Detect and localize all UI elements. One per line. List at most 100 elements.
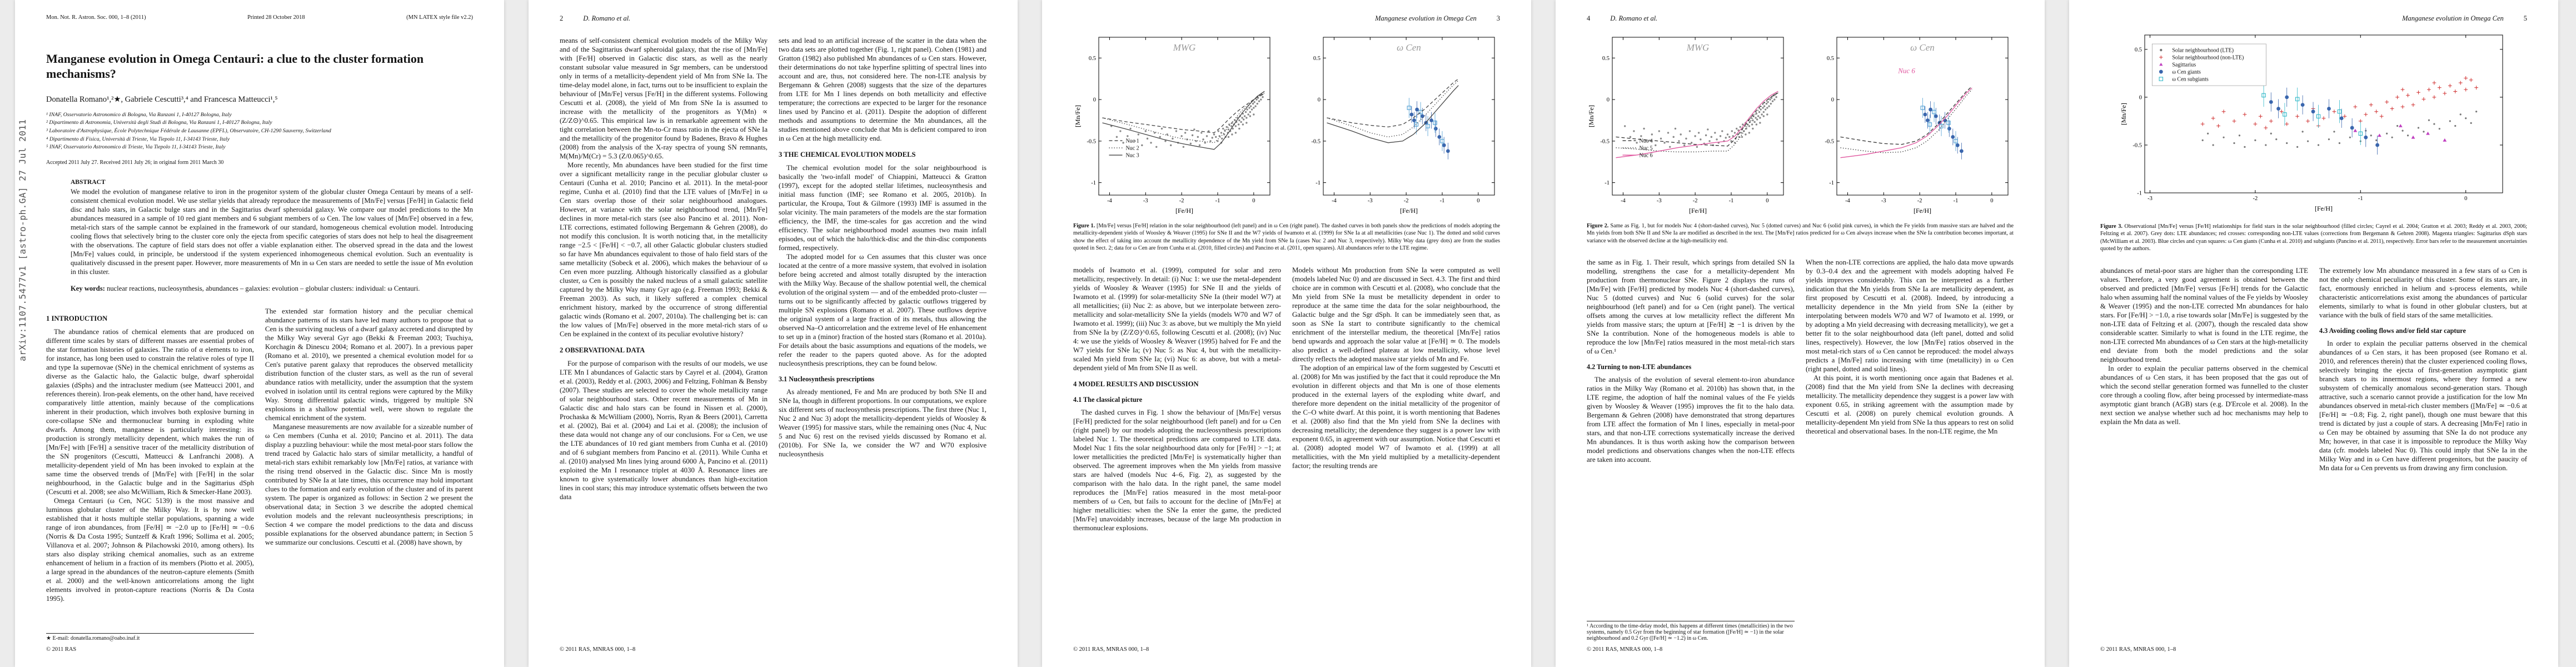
data-point: [2395, 95, 2399, 99]
data-point: [2221, 109, 2226, 114]
email-footnote[interactable]: ★ E-mail: donatella.romano@oabo.inaf.it: [46, 633, 254, 641]
data-point: [1253, 101, 1255, 103]
journal-header: Mon. Not. R. Astron. Soc. 000, 1–8 (2011…: [46, 14, 473, 21]
data-point: [1222, 127, 1224, 130]
data-point: [2386, 132, 2388, 135]
data-point: [2400, 104, 2405, 109]
data-point: [1954, 139, 1958, 143]
data-point: [2349, 136, 2351, 138]
data-point: [2159, 62, 2163, 66]
data-point: [1412, 118, 1416, 122]
data-point: [1683, 144, 1686, 147]
figure-1-panel-omega-cen: -4 -3 -2 -1 0 -1 -0.5 0 0.5 [Fe/H] ω Cen: [1311, 37, 1495, 215]
x-tick-label: -3: [1881, 198, 1886, 204]
page-3: Manganese evolution in Omega Cen 3 -4 -3-…: [1042, 0, 1531, 667]
data-point: [2338, 142, 2341, 145]
data-point: [1202, 138, 1204, 141]
data-point: [1658, 130, 1660, 132]
data-point: [1169, 144, 1172, 147]
panel-label: MWG: [1686, 42, 1710, 53]
y-tick-label: 0.5: [1313, 56, 1321, 62]
data-point: [2423, 131, 2425, 133]
model-curve: [1327, 78, 1459, 128]
data-point: [1716, 138, 1718, 141]
data-point: [2339, 116, 2344, 121]
data-point: [2244, 146, 2246, 148]
data-point: [1223, 133, 1225, 136]
y-tick-label: 0.5: [1602, 56, 1610, 62]
data-point: [2464, 76, 2468, 80]
data-point: [2212, 144, 2214, 146]
data-point: [2428, 119, 2430, 121]
data-point: [2337, 109, 2342, 114]
affiliations: ¹ INAF, Osservatorio Astronomico di Bolo…: [46, 111, 473, 152]
data-point: [1707, 128, 1709, 131]
email-footnote-text[interactable]: ★ E-mail: donatella.romano@oabo.inaf.it: [46, 635, 140, 641]
data-point: [2216, 124, 2220, 128]
data-point: [2295, 114, 2300, 118]
running-head: Manganese evolution in Omega Cen 5: [2100, 14, 2527, 23]
data-point: [1688, 130, 1691, 132]
data-point: [1129, 127, 1132, 130]
figure-1-panel-mwg: -4 -3 -2 -1 0 -1 -0.5 0 0.5 [Fe/H] [Mn/Fe] MWG Nuc 1…: [1074, 37, 1270, 215]
data-point: [2421, 97, 2426, 101]
data-point: [1230, 125, 1233, 127]
affiliation-line: ² Dipartimento di Astronomia, Università…: [46, 120, 272, 126]
page-footer: © 2011 RAS, MNRAS 000, 1–8: [2100, 646, 2176, 653]
figure-1-caption-label: Figure 1.: [1073, 223, 1095, 229]
data-point: [1440, 139, 1444, 143]
data-point: [1725, 137, 1727, 139]
data-point: [1437, 135, 1442, 139]
x-tick-label: -2: [1404, 198, 1409, 204]
data-point: [1763, 105, 1766, 107]
page-1: arXiv:1107.5477v1 [astro-ph.GA] 27 Jul 2…: [15, 0, 504, 667]
data-point: [1927, 122, 1932, 127]
data-point: [1260, 98, 1262, 101]
data-point: [2258, 114, 2263, 118]
data-point: [1225, 126, 1228, 128]
data-point: [1755, 123, 1758, 126]
figure-3-caption-label: Figure 3.: [2100, 223, 2122, 230]
legend-label: Solar neighbourhood (LTE): [2172, 48, 2234, 54]
data-point: [2270, 132, 2272, 135]
data-point: [1205, 135, 1208, 137]
data-point: [1245, 117, 1248, 119]
text-column-left: the same as in Fig. 1. Their result, whi…: [1587, 258, 1795, 464]
figure-1-caption: Figure 1. [Mn/Fe] versus [Fe/H] relation…: [1073, 222, 1500, 252]
data-point: [2406, 135, 2409, 137]
data-point: [1752, 119, 1754, 122]
model-curve: [1840, 87, 1972, 158]
data-point: [1231, 122, 1233, 124]
affiliation-line: ³ Laboratoire d'Astrophysique, École Pol…: [46, 128, 331, 135]
legend-label: Nuc 2: [1125, 146, 1139, 152]
figure-3-caption: Figure 3. Observational [Mn/Fe] versus […: [2100, 223, 2527, 253]
data-point: [2296, 146, 2299, 148]
data-point: [1751, 123, 1753, 126]
data-point: [1409, 112, 1414, 117]
data-point: [2370, 135, 2372, 137]
data-point: [2350, 126, 2354, 130]
data-point: [1721, 130, 1723, 132]
data-point: [2343, 114, 2347, 118]
data-point: [1252, 102, 1254, 105]
data-point: [1710, 136, 1713, 138]
model-curve: [1102, 92, 1265, 143]
data-point: [1743, 125, 1746, 127]
page-2: 2 D. Romano et al. means of self-consist…: [529, 0, 1018, 667]
data-point: [1730, 140, 1732, 142]
data-point: [2269, 100, 2273, 104]
data-point: [1180, 135, 1183, 137]
data-point: [1217, 130, 1219, 132]
data-point: [1258, 100, 1260, 102]
data-point: [1748, 132, 1751, 134]
data-point: [1198, 144, 1201, 147]
y-axis-label: [Mn/Fe]: [2120, 103, 2127, 125]
keywords-label: Key words:: [71, 284, 105, 292]
data-point: [2327, 107, 2331, 111]
data-point: [1694, 135, 1696, 137]
abstract-text: We model the evolution of manganese rela…: [71, 188, 473, 276]
section-heading: 3.1 Nucleosynthesis prescriptions: [779, 375, 875, 383]
data-point: [1755, 117, 1757, 119]
data-point: [2321, 116, 2326, 121]
legend-box: [2151, 43, 2266, 86]
